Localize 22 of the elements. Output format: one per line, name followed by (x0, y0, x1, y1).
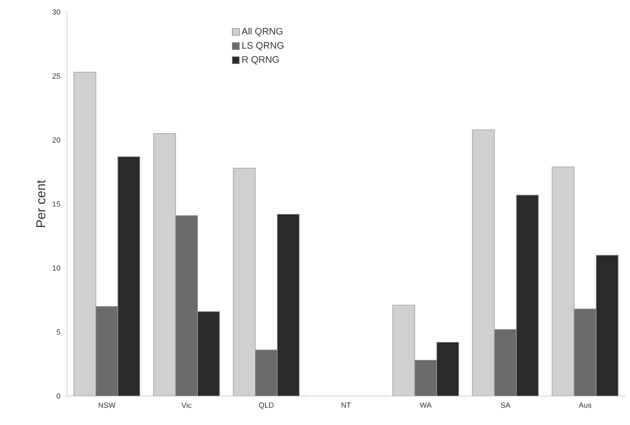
bar (494, 329, 517, 396)
bar (74, 72, 96, 396)
bar (153, 133, 176, 396)
bar (516, 194, 539, 396)
bar (118, 156, 140, 396)
bar (596, 254, 618, 396)
bar (574, 308, 596, 396)
legend-label: R QRNG (242, 56, 279, 65)
bar (414, 360, 438, 396)
bar (436, 342, 460, 396)
legend-label: LS QRNG (242, 42, 284, 50)
bar (276, 214, 300, 396)
bar (472, 129, 495, 396)
bar (254, 350, 278, 396)
legend-label: All QRNG (242, 28, 282, 36)
bar (175, 215, 198, 396)
bar (197, 311, 220, 396)
bar (232, 168, 256, 396)
bar (392, 304, 416, 396)
y-axis-title: Per cent (36, 180, 46, 228)
bar (552, 166, 574, 396)
bar (96, 306, 118, 396)
